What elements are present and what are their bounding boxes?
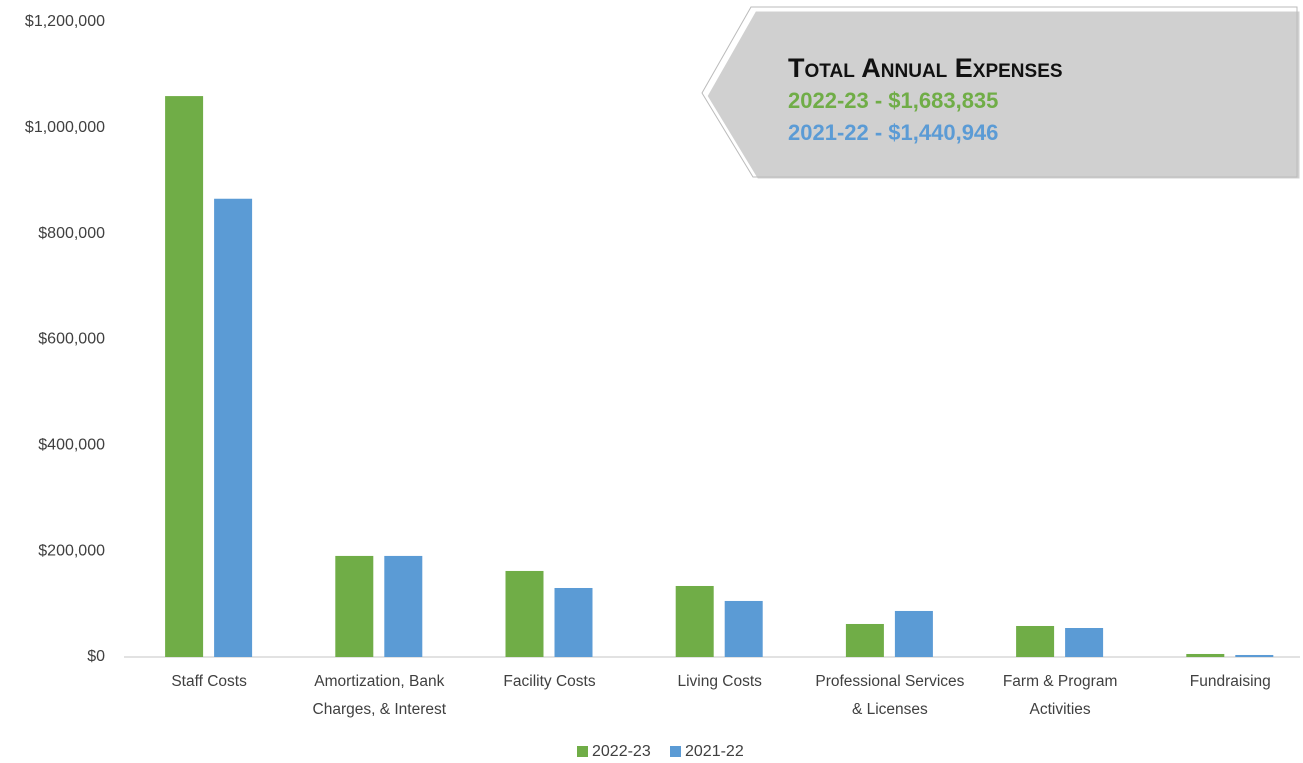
bar bbox=[554, 587, 593, 657]
x-tick-label: Farm & Program Activities bbox=[1002, 673, 1118, 718]
bar bbox=[894, 610, 933, 657]
bar bbox=[214, 198, 253, 657]
y-tick-label: $600,000 bbox=[38, 331, 105, 348]
x-tick-label: Professional Services & Licenses bbox=[815, 673, 965, 718]
legend-swatch bbox=[577, 746, 588, 757]
bar bbox=[1065, 628, 1104, 657]
bar bbox=[1235, 654, 1274, 657]
x-tick-label: Staff Costs bbox=[171, 673, 247, 690]
bar bbox=[335, 555, 374, 657]
y-tick-label: $400,000 bbox=[38, 437, 105, 454]
y-tick-label: $800,000 bbox=[38, 225, 105, 242]
callout-border bbox=[701, 6, 1298, 178]
y-tick-label: $1,200,000 bbox=[25, 13, 105, 30]
bar bbox=[1016, 625, 1055, 657]
bar bbox=[675, 585, 714, 657]
x-tick-label: Fundraising bbox=[1189, 673, 1271, 690]
annotation-line: 2022-23 - $1,683,835 bbox=[788, 88, 998, 113]
x-tick-label: Living Costs bbox=[677, 673, 762, 690]
bar bbox=[505, 570, 544, 657]
annotation-title: Total Annual Expenses bbox=[788, 53, 1063, 83]
y-tick-label: $1,000,000 bbox=[25, 119, 105, 136]
y-tick-label: $200,000 bbox=[38, 542, 105, 559]
bar bbox=[1186, 653, 1225, 657]
legend-label: 2022-23 bbox=[592, 743, 651, 760]
y-tick-label: $0 bbox=[87, 648, 105, 665]
bar bbox=[384, 555, 423, 657]
legend-label: 2021-22 bbox=[685, 743, 744, 760]
x-tick-label: Facility Costs bbox=[503, 673, 596, 690]
callout bbox=[704, 8, 1303, 182]
x-tick-label: Amortization, Bank Charges, & Interest bbox=[312, 673, 447, 718]
legend-swatch bbox=[670, 746, 681, 757]
bar bbox=[724, 600, 763, 657]
bar bbox=[845, 623, 884, 657]
bar bbox=[165, 96, 204, 658]
annotation-line: 2021-22 - $1,440,946 bbox=[788, 120, 998, 145]
